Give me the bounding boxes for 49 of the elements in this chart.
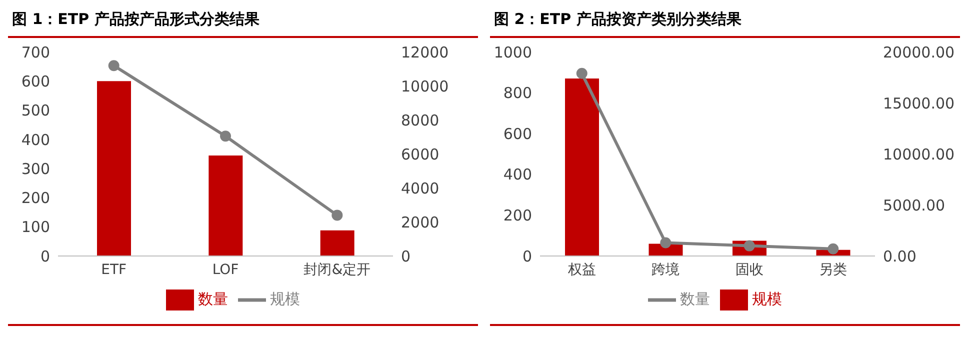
x-tick-label: ETF (101, 262, 127, 278)
y2-tick-label: 0 (401, 247, 411, 266)
point (660, 237, 672, 248)
point (332, 210, 343, 221)
y2-tick-label: 6000 (401, 145, 440, 164)
y-tick-label: 200 (503, 206, 532, 225)
x-tick-label: LOF (212, 262, 239, 278)
legend-label: 规模 (752, 290, 782, 308)
y-tick-label: 0 (40, 247, 50, 266)
x-tick-label: 权益 (566, 262, 596, 278)
y2-tick-label: 8000 (401, 111, 440, 130)
y-tick-label: 600 (21, 72, 50, 90)
x-tick-label: 固收 (735, 262, 764, 278)
x-tick-label: 另类 (819, 262, 848, 278)
y-tick-label: 600 (503, 124, 532, 143)
legend-label: 数量 (198, 290, 228, 308)
point (576, 68, 588, 79)
y2-tick-label: 4000 (401, 179, 440, 198)
bar (208, 155, 243, 256)
bar (97, 81, 131, 256)
x-tick-label: 封闭&定开 (304, 262, 371, 278)
bar (320, 230, 354, 256)
y2-tick-label: 20000.00 (883, 43, 955, 62)
y-tick-label: 700 (21, 43, 50, 62)
y2-tick-label: 10000 (401, 77, 449, 96)
y2-tick-label: 10000.00 (883, 145, 955, 164)
x-tick-label: 跨境 (652, 262, 680, 278)
y-tick-label: 400 (503, 166, 532, 184)
bar (565, 78, 599, 256)
y2-tick-label: 0.00 (883, 247, 916, 266)
y-tick-label: 200 (21, 189, 50, 208)
point (828, 243, 839, 254)
y-tick-label: 1000 (494, 43, 532, 62)
point (108, 60, 120, 72)
y-tick-label: 400 (21, 130, 50, 149)
y2-tick-label: 12000 (401, 43, 449, 62)
y2-tick-label: 5000.00 (883, 196, 946, 214)
y2-tick-label: 2000 (401, 213, 440, 232)
y-tick-label: 100 (21, 218, 50, 236)
point (220, 130, 231, 142)
y-tick-label: 800 (503, 84, 532, 102)
y-tick-label: 300 (21, 160, 50, 178)
y-tick-label: 500 (21, 102, 50, 120)
legend-label: 数量 (680, 290, 710, 308)
legend-label: 规模 (270, 290, 300, 308)
y-tick-label: 0 (522, 247, 532, 266)
y2-tick-label: 15000.00 (883, 94, 955, 112)
chart-title: 图 1：ETP 产品按产品形式分类结果 (11, 9, 260, 30)
chart-title: 图 2：ETP 产品按资产类别分类结果 (493, 9, 742, 30)
